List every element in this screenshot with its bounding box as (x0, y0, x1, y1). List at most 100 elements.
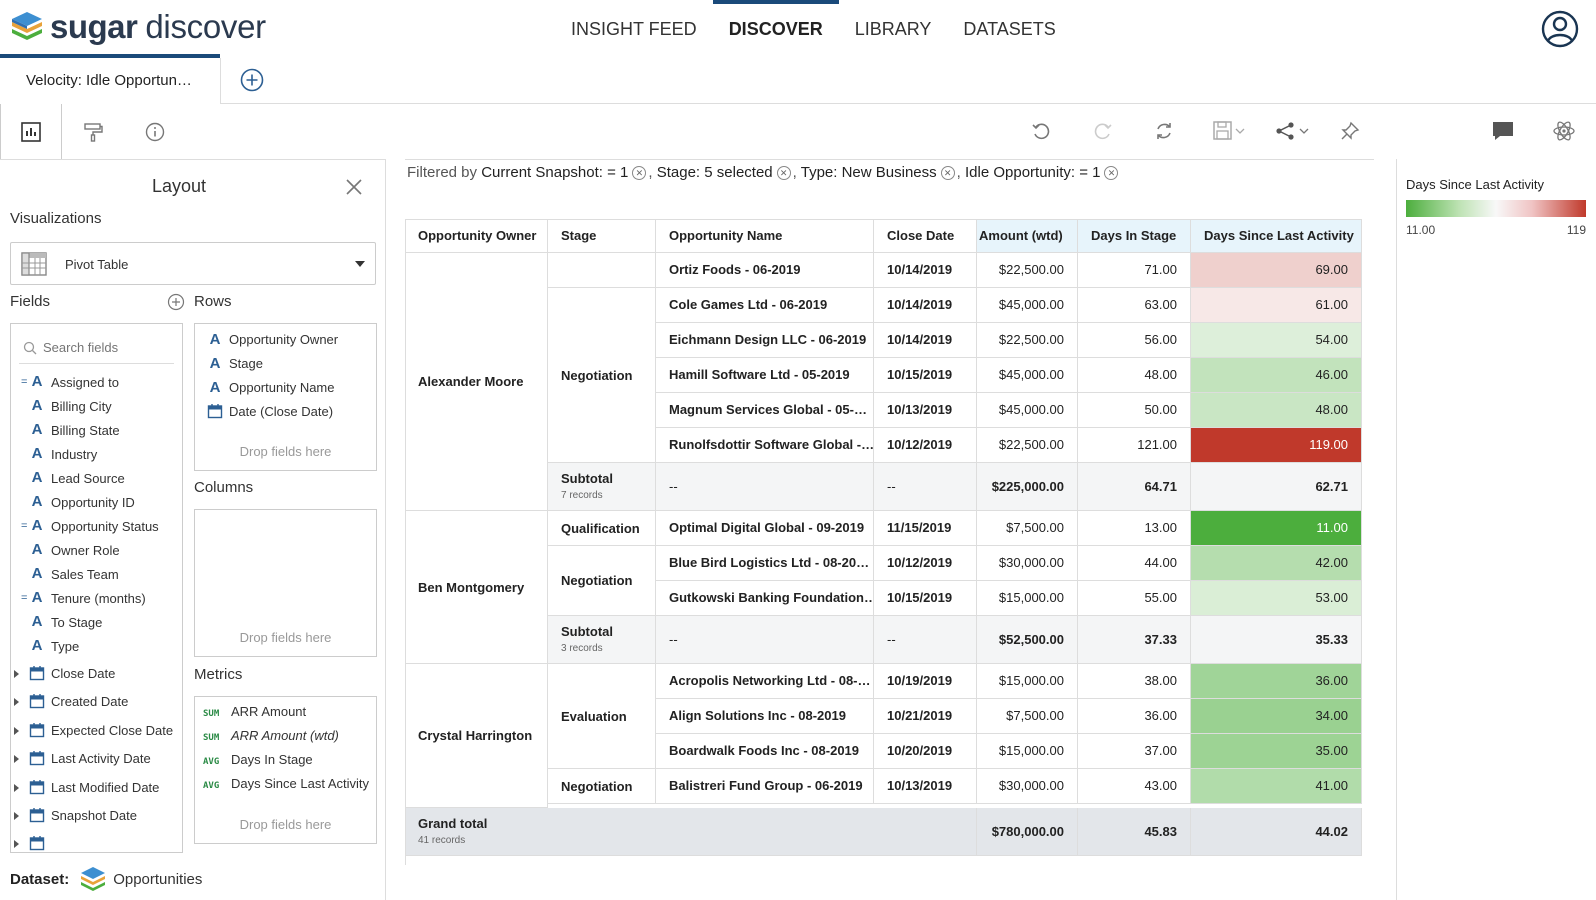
subtotal-days-activity-cell: 62.71 (1191, 463, 1362, 511)
field-item[interactable]: A To Stage (11, 612, 182, 634)
subtotal-label-cell: Subtotal 3 records (548, 616, 656, 664)
row-field-item[interactable]: A Stage (207, 355, 263, 375)
field-item[interactable]: Snapshot Date (11, 805, 182, 827)
stage-cell-scrolled (548, 253, 656, 288)
field-item[interactable]: = A Tenure (months) (11, 588, 182, 610)
row-field-item[interactable]: A Opportunity Owner (207, 331, 339, 351)
field-item[interactable]: = A Opportunity Status (11, 516, 182, 538)
comments-button[interactable] (1490, 120, 1516, 142)
expand-arrow-icon[interactable] (14, 755, 19, 764)
column-header[interactable]: Days Since Last Activity (1191, 219, 1362, 253)
row-field-item[interactable]: Date (Close Date) (207, 403, 333, 423)
columns-drop-text: Drop fields here (239, 630, 332, 645)
row-field-item[interactable]: A Opportunity Name (207, 379, 335, 399)
tab-format[interactable] (62, 104, 124, 159)
undo-icon (1032, 123, 1050, 140)
field-item[interactable]: A Lead Source (11, 468, 182, 490)
field-item[interactable]: = A Assigned to (11, 372, 182, 394)
user-avatar-icon[interactable] (1541, 10, 1579, 48)
calendar-icon (29, 808, 45, 823)
metrics-dropzone[interactable]: SUM ARR Amount SUM ARR Amount (wtd) AVG Days … (194, 696, 377, 844)
atom-settings-button[interactable] (1551, 120, 1577, 142)
subtotal-label: Subtotal (561, 471, 613, 486)
days-in-stage-cell: 43.00 (1078, 769, 1191, 804)
field-item[interactable]: Created Date (11, 691, 182, 713)
calendar-icon (29, 751, 45, 766)
field-item[interactable]: Close Date (11, 663, 182, 685)
paint-roller-icon (84, 122, 103, 142)
expand-arrow-icon[interactable] (14, 783, 19, 792)
filter-chip-idle[interactable]: Idle Opportunity: = 1 (964, 164, 1101, 181)
field-item[interactable]: A Sales Team (11, 564, 182, 586)
column-header[interactable]: Days In Stage (1078, 219, 1191, 253)
field-label: Sales Team (51, 567, 119, 582)
field-item[interactable] (11, 833, 182, 852)
field-search[interactable] (19, 332, 174, 364)
field-label: Assigned to (51, 375, 119, 390)
refresh-button[interactable] (1151, 120, 1177, 142)
tab-velocity[interactable]: Velocity: Idle Opportun… (0, 58, 221, 104)
share-menu-button[interactable] (1275, 120, 1311, 142)
filter-chip-stage[interactable]: Stage: 5 selected (656, 164, 773, 181)
brand-bold: sugar (50, 8, 138, 45)
expand-arrow-icon[interactable] (14, 812, 19, 820)
filter-chip-type[interactable]: Type: New Business (800, 164, 937, 181)
filter-chip-snapshot[interactable]: Current Snapshot: = 1 (481, 164, 629, 181)
save-menu-button[interactable] (1212, 120, 1248, 142)
field-item[interactable]: Last Modified Date (11, 777, 182, 799)
days-in-stage-cell: 38.00 (1078, 664, 1191, 699)
remove-filter-icon[interactable]: ✕ (940, 166, 955, 180)
dataset-value[interactable]: Opportunities (113, 870, 203, 888)
days-since-activity-cell: 36.00 (1191, 664, 1362, 699)
app-logo[interactable]: sugar discover (10, 8, 266, 45)
search-input[interactable] (43, 336, 171, 358)
metric-item[interactable]: SUM ARR Amount (wtd) (203, 728, 339, 748)
nav-insight-feed[interactable]: INSIGHT FEED (571, 19, 697, 39)
field-item[interactable]: A Billing City (11, 396, 182, 418)
metric-item[interactable]: AVG Days Since Last Activity (203, 776, 369, 796)
filter-equals-icon: = (21, 376, 28, 388)
remove-filter-icon[interactable]: ✕ (1104, 166, 1119, 180)
remove-filter-icon[interactable]: ✕ (776, 166, 791, 180)
add-tab-icon[interactable] (240, 68, 264, 92)
expand-arrow-icon[interactable] (14, 840, 19, 849)
redo-button[interactable] (1090, 120, 1116, 142)
field-item[interactable]: A Billing State (11, 420, 182, 442)
column-header[interactable]: Opportunity Name (656, 219, 874, 253)
field-item[interactable]: A Owner Role (11, 540, 182, 562)
pin-button[interactable] (1337, 120, 1363, 142)
tab-info[interactable] (124, 104, 186, 159)
field-label: Tenure (months) (51, 591, 146, 606)
amount-cell: $7,500.00 (977, 511, 1078, 546)
amount-cell: $45,000.00 (977, 393, 1078, 428)
tab-layout[interactable] (0, 104, 62, 160)
metric-item[interactable]: AVG Days In Stage (203, 752, 313, 772)
close-icon[interactable] (343, 176, 365, 198)
field-item[interactable]: Expected Close Date (11, 720, 182, 742)
expand-arrow-icon[interactable] (14, 726, 19, 735)
subtotal-days-activity-cell: 35.33 (1191, 616, 1362, 664)
undo-button[interactable] (1028, 120, 1054, 142)
nav-library[interactable]: LIBRARY (854, 19, 932, 39)
column-header[interactable]: Opportunity Owner (405, 219, 548, 253)
column-header[interactable]: Stage (548, 219, 656, 253)
field-item[interactable]: A Opportunity ID (11, 492, 182, 514)
metric-item[interactable]: SUM ARR Amount (203, 704, 306, 724)
visualization-select[interactable]: Pivot Table (10, 242, 376, 285)
field-label: Billing State (51, 423, 120, 438)
add-field-icon[interactable] (167, 293, 185, 311)
rows-dropzone[interactable]: A Opportunity Owner A Stage A Opportunity Nam… (194, 323, 377, 471)
field-item[interactable]: Last Activity Date (11, 748, 182, 770)
opportunity-name-cell: Boardwalk Foods Inc - 08-2019 (656, 734, 874, 769)
remove-filter-icon[interactable]: ✕ (632, 166, 647, 180)
expand-arrow-icon[interactable] (14, 670, 19, 678)
column-header[interactable]: Close Date (874, 219, 977, 253)
nav-datasets[interactable]: DATASETS (963, 19, 1056, 39)
expand-arrow-icon[interactable] (14, 698, 19, 707)
column-header[interactable]: Amount (wtd) (977, 219, 1078, 253)
field-item[interactable]: A Industry (11, 444, 182, 466)
grand-total-label: Grand total (418, 816, 488, 831)
nav-discover[interactable]: DISCOVER (712, 0, 839, 58)
field-item[interactable]: A Type (11, 636, 182, 658)
columns-dropzone[interactable]: Drop fields here (194, 509, 377, 657)
